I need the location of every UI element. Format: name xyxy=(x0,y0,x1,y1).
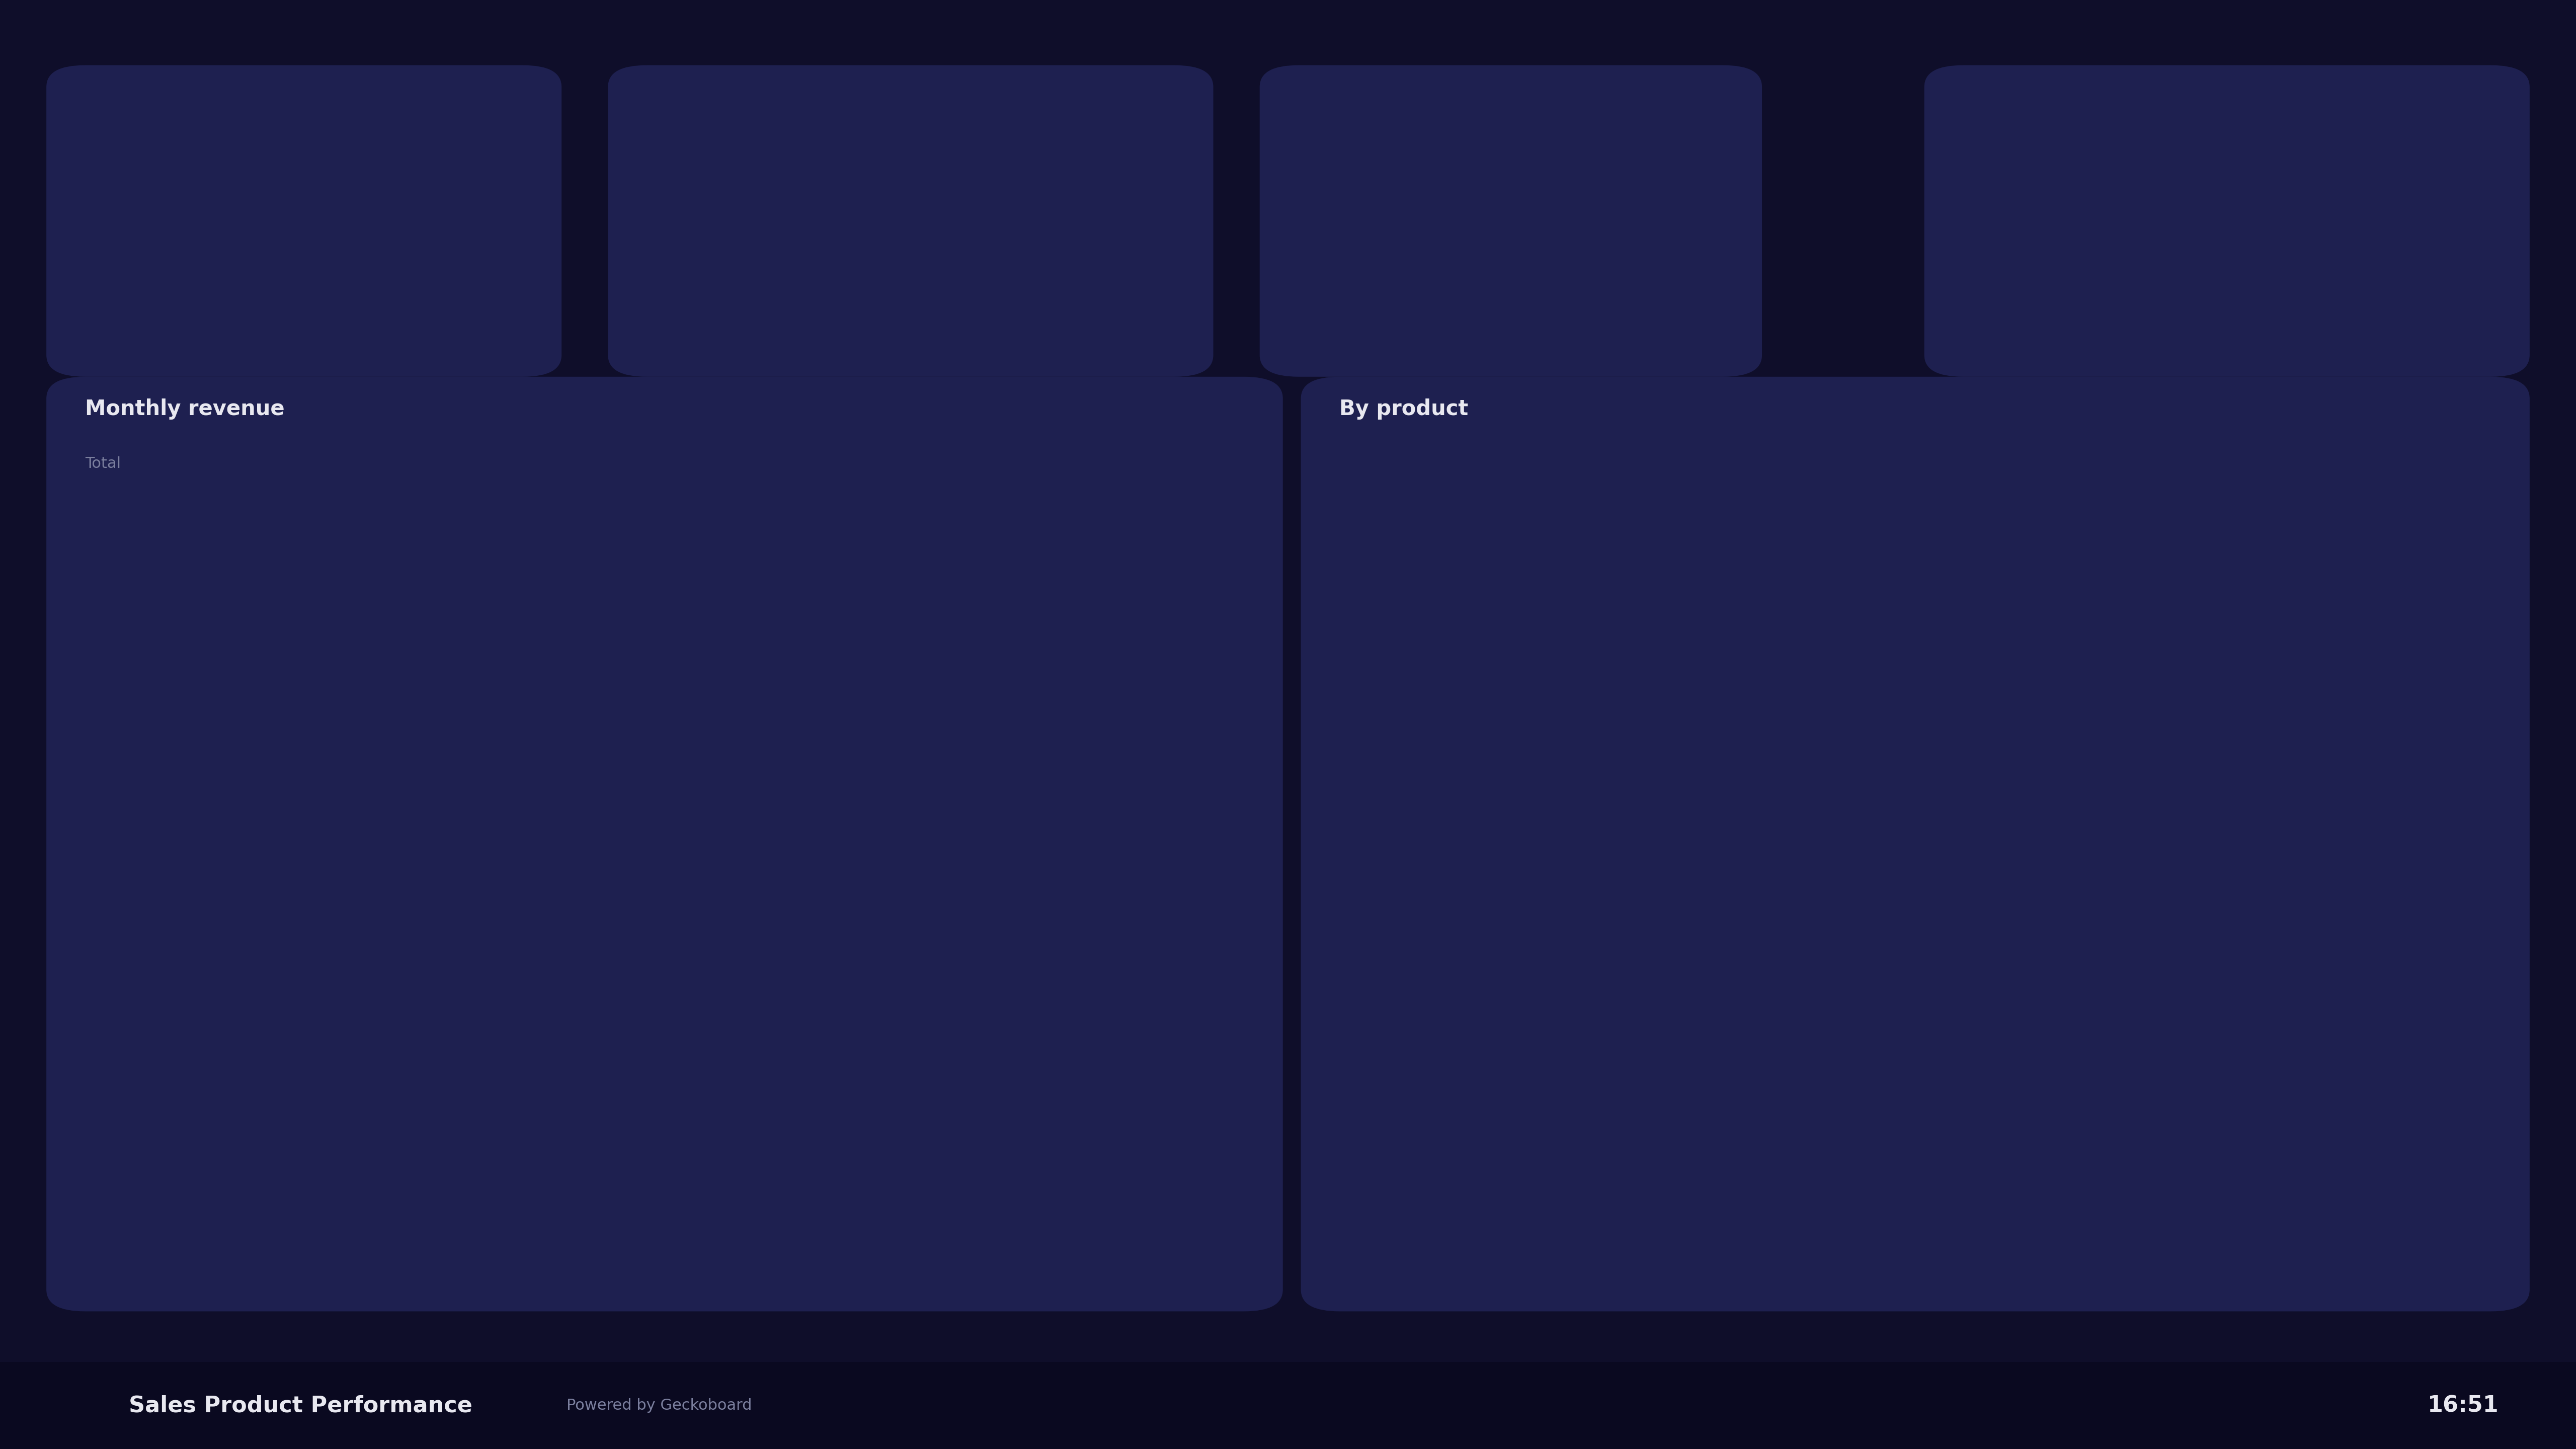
FancyBboxPatch shape xyxy=(1971,248,2360,261)
Text: Kos: Kos xyxy=(654,130,683,145)
Ildsjel xyxy=(2040,998,2071,1016)
Text: Units sold this year: Units sold this year xyxy=(1316,297,1504,316)
FancyBboxPatch shape xyxy=(103,325,479,341)
Lege xyxy=(1824,901,1855,919)
Text: Freyr: Freyr xyxy=(654,235,693,249)
Text: $0.56M: $0.56M xyxy=(1118,130,1177,145)
Kos xyxy=(1824,827,1855,845)
Kos xyxy=(1396,732,1427,749)
Freyr xyxy=(2468,610,2499,627)
FancyBboxPatch shape xyxy=(103,325,500,341)
FancyBboxPatch shape xyxy=(1971,143,2143,156)
Freyr xyxy=(1396,538,1427,555)
Text: 2,835: 2,835 xyxy=(2447,183,2494,197)
Text: By product: By product xyxy=(654,88,775,107)
Text: $1.41M: $1.41M xyxy=(1118,235,1177,249)
Text: ✓: ✓ xyxy=(67,1398,77,1413)
Line: Kos: Kos xyxy=(1412,740,2483,1103)
Line: Freyr: Freyr xyxy=(1412,546,2483,933)
Legend: Kos, Ildsjel, Freyr, Lege: Kos, Ildsjel, Freyr, Lege xyxy=(2197,317,2496,342)
Ildsjel xyxy=(2254,877,2285,894)
FancyBboxPatch shape xyxy=(654,248,1043,261)
FancyBboxPatch shape xyxy=(1971,300,2182,313)
Text: K: K xyxy=(1605,161,1636,199)
Kos xyxy=(1610,804,1641,822)
Lege xyxy=(1396,827,1427,845)
FancyBboxPatch shape xyxy=(654,300,853,313)
FancyBboxPatch shape xyxy=(1971,248,2360,261)
Text: Monthly revenue: Monthly revenue xyxy=(85,398,283,420)
FancyBboxPatch shape xyxy=(654,300,1043,313)
Kos xyxy=(2254,1094,2285,1111)
FancyBboxPatch shape xyxy=(1971,300,2360,313)
Text: 7,077: 7,077 xyxy=(2450,235,2494,249)
FancyBboxPatch shape xyxy=(1971,196,2128,209)
Text: Powered by Geckoboard: Powered by Geckoboard xyxy=(567,1398,752,1413)
Text: 16:51: 16:51 xyxy=(2427,1395,2499,1416)
FancyBboxPatch shape xyxy=(654,196,866,209)
Lege xyxy=(2040,827,2071,845)
Freyr xyxy=(2040,924,2071,942)
Kos xyxy=(2040,1046,2071,1064)
Text: Total: Total xyxy=(85,456,121,471)
Text: $0.76M: $0.76M xyxy=(1118,183,1177,197)
FancyBboxPatch shape xyxy=(654,143,809,156)
Text: 95%: 95% xyxy=(103,358,134,372)
FancyBboxPatch shape xyxy=(1971,143,2360,156)
Text: 16.8: 16.8 xyxy=(1316,161,1504,236)
Text: Kos: Kos xyxy=(1971,130,1999,145)
Text: M: M xyxy=(402,161,438,199)
Text: By product: By product xyxy=(1971,88,2092,107)
Ildsjel xyxy=(1610,901,1641,919)
Text: Sales Product Performance: Sales Product Performance xyxy=(129,1395,471,1416)
Text: Ildsjel: Ildsjel xyxy=(654,183,701,197)
FancyBboxPatch shape xyxy=(654,248,1043,261)
Text: Revenue this year: Revenue this year xyxy=(103,277,281,296)
Freyr xyxy=(1610,610,1641,627)
Text: +$3.6M: +$3.6M xyxy=(446,358,500,372)
Text: 3,820: 3,820 xyxy=(2447,287,2494,301)
Lege xyxy=(2468,1094,2499,1111)
Kos xyxy=(2468,1094,2499,1111)
Line: Lege: Lege xyxy=(1412,836,2483,1103)
Circle shape xyxy=(39,1377,106,1435)
Lege xyxy=(2254,852,2285,869)
Text: $3.5: $3.5 xyxy=(103,161,294,236)
Text: Lege: Lege xyxy=(1971,287,2009,301)
Lege xyxy=(1610,852,1641,869)
Ildsjel xyxy=(2468,804,2499,822)
Freyr xyxy=(2254,732,2285,749)
Text: 3,117: 3,117 xyxy=(2447,130,2494,145)
Text: Ildsjel: Ildsjel xyxy=(1971,183,2017,197)
Freyr xyxy=(1824,804,1855,822)
Text: Freyr: Freyr xyxy=(1971,235,2009,249)
FancyBboxPatch shape xyxy=(654,143,1043,156)
Text: $0.72M: $0.72M xyxy=(1118,287,1177,301)
Text: Lege: Lege xyxy=(654,287,693,301)
Ildsjel xyxy=(1824,877,1855,894)
Text: By product: By product xyxy=(1340,398,1468,420)
FancyBboxPatch shape xyxy=(654,196,1043,209)
Ildsjel xyxy=(1396,1119,1427,1136)
Line: Ildsjel: Ildsjel xyxy=(1412,813,2483,1127)
FancyBboxPatch shape xyxy=(1971,196,2360,209)
